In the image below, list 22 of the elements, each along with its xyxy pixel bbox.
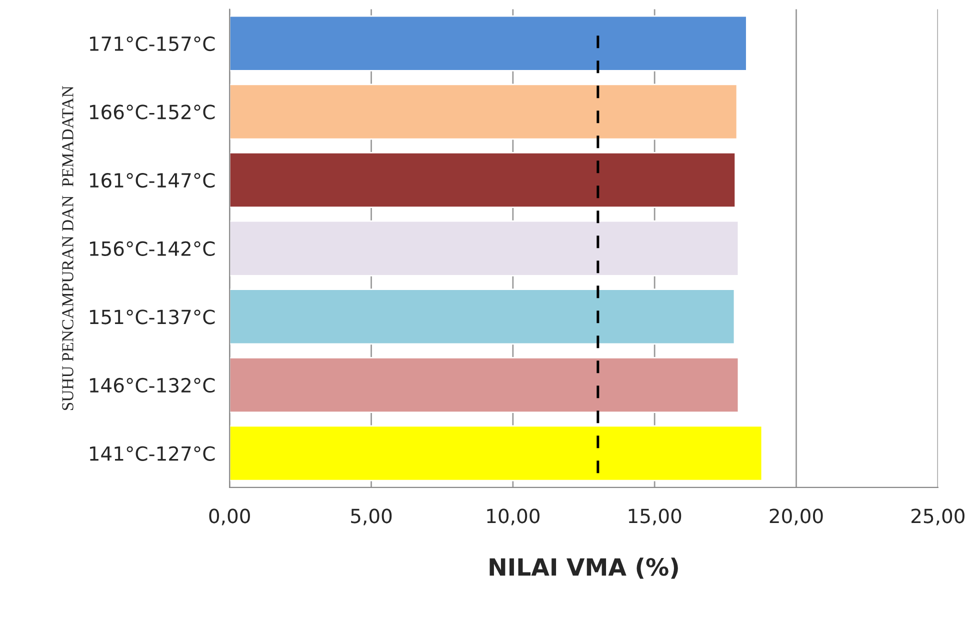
- y-tick-label: 166°C-152°C: [90, 104, 215, 120]
- y-tick-label: 171°C-157°C: [90, 36, 215, 52]
- bar: [230, 220, 740, 276]
- x-tick-label: 25,00: [912, 508, 964, 526]
- y-tick-label: 161°C-147°C: [90, 172, 215, 188]
- bar: [230, 425, 763, 482]
- y-axis-title: SUHU PENCAMPURAN DAN PEMADATAN: [62, 86, 74, 410]
- bar: [230, 288, 736, 345]
- bar: [230, 15, 748, 72]
- bar: [230, 152, 736, 208]
- x-tick-label: 10,00: [487, 508, 540, 526]
- x-tick-label: 0,00: [209, 508, 250, 526]
- y-tick-label: 156°C-142°C: [90, 241, 215, 256]
- bar: [230, 84, 738, 140]
- x-tick-label: 5,00: [351, 508, 392, 526]
- bar: [230, 356, 740, 413]
- x-axis-title: NILAI VMA (%): [490, 558, 678, 579]
- x-tick-label: 20,00: [770, 508, 823, 526]
- y-tick-label: 141°C-127°C: [90, 446, 215, 461]
- x-tick-label: 15,00: [628, 508, 682, 526]
- y-tick-label: 146°C-132°C: [90, 378, 215, 393]
- y-tick-label: 151°C-137°C: [90, 310, 215, 324]
